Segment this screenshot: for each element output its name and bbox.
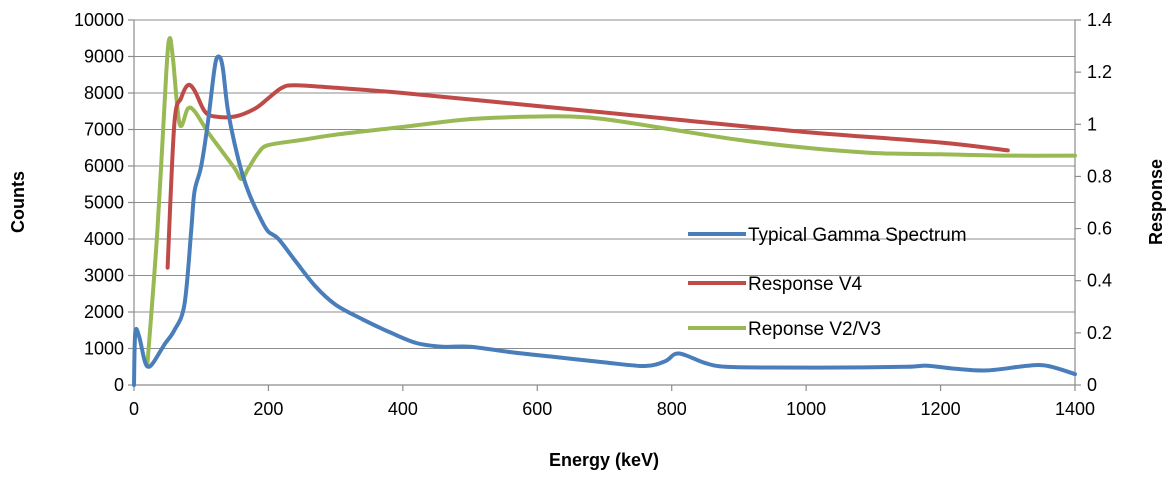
y2-tick-label: 0.6 — [1087, 219, 1112, 239]
legend-label-1: Response V4 — [748, 274, 863, 295]
y-tick-label: 7000 — [84, 120, 124, 140]
y-tick-label: 6000 — [84, 156, 124, 176]
y2-tick-label: 0 — [1087, 375, 1097, 395]
y2-tick-label: 1 — [1087, 114, 1097, 134]
x-tick-label: 0 — [129, 399, 139, 419]
y-tick-label: 10000 — [74, 10, 124, 30]
legend-label-0: Typical Gamma Spectrum — [748, 225, 967, 246]
y-tick-label: 1000 — [84, 339, 124, 359]
series-lines — [132, 35, 1077, 387]
series-line-2 — [145, 35, 1077, 367]
series-line-0 — [132, 54, 1077, 387]
series-line-1 — [165, 82, 1010, 270]
axes — [128, 19, 1081, 391]
y-axis-title: Counts — [8, 171, 28, 233]
y2-tick-label: 1.4 — [1087, 10, 1112, 30]
y2-axis-title: Response — [1146, 159, 1166, 245]
y-tick-label: 3000 — [84, 266, 124, 286]
y-tick-label: 4000 — [84, 229, 124, 249]
y-tick-label: 9000 — [84, 47, 124, 67]
legend-label-2: Reponse V2/V3 — [748, 319, 881, 340]
y-tick-label: 8000 — [84, 83, 124, 103]
tick-labels: 0 200 400 600 800 1000 1200 1400 0 1000 2000 3000 40… — [74, 10, 1112, 419]
y2-tick-label: 0.4 — [1087, 271, 1112, 291]
x-axis-title: Energy (keV) — [549, 450, 659, 470]
x-tick-label: 600 — [522, 399, 552, 419]
gridlines — [134, 19, 1075, 349]
y-tick-label: 2000 — [84, 302, 124, 322]
y2-tick-label: 0.2 — [1087, 323, 1112, 343]
x-tick-label: 400 — [388, 399, 418, 419]
y2-tick-label: 1.2 — [1087, 62, 1112, 82]
y2-tick-label: 0.8 — [1087, 166, 1112, 186]
x-tick-label: 800 — [657, 399, 687, 419]
legend: Typical Gamma Spectrum Response V4 Reponse… — [688, 225, 967, 340]
x-tick-label: 1200 — [921, 399, 961, 419]
y-tick-label: 5000 — [84, 193, 124, 213]
y-tick-label: 0 — [114, 375, 124, 395]
x-tick-label: 1400 — [1055, 399, 1095, 419]
x-tick-label: 200 — [253, 399, 283, 419]
x-tick-label: 1000 — [786, 399, 826, 419]
